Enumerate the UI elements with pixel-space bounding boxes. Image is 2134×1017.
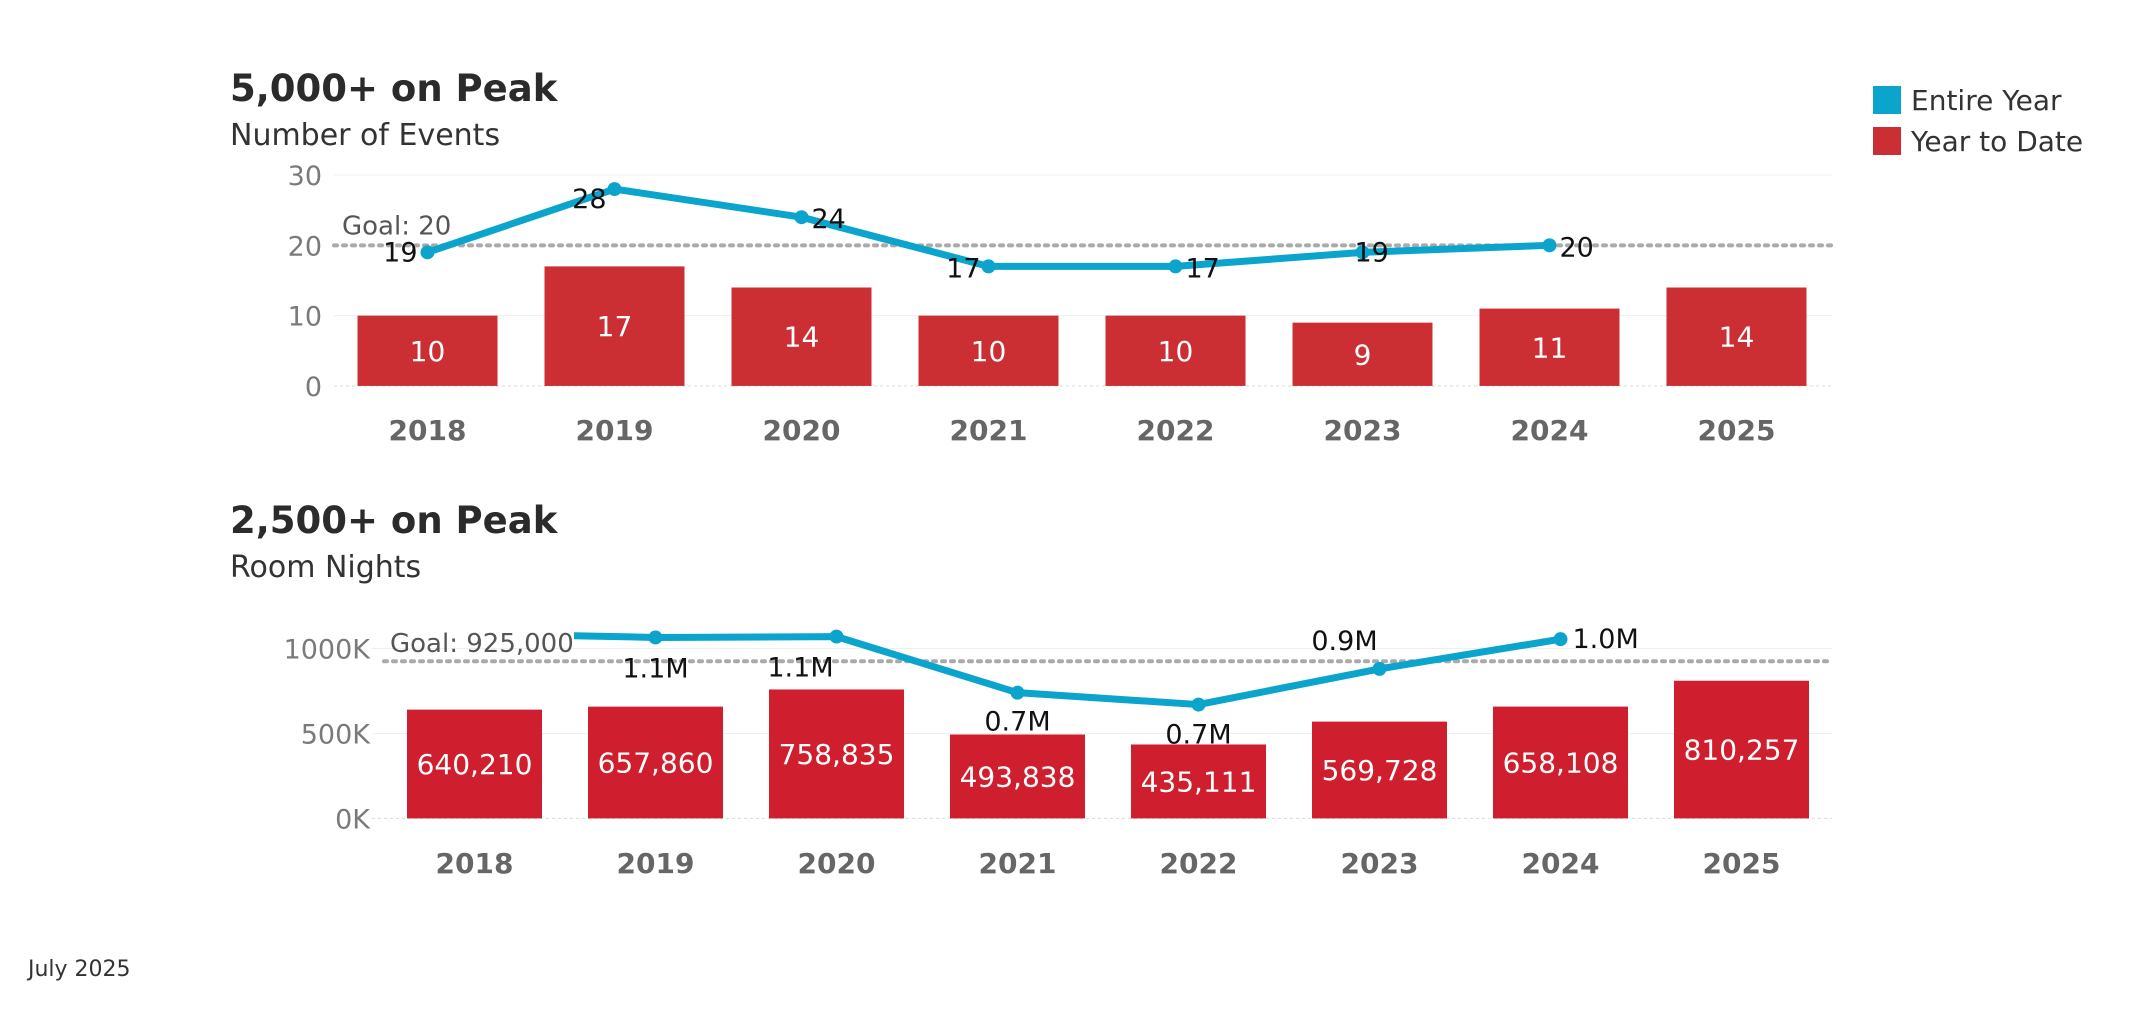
room-nights-x-tick-label-2023: 2023 [1341,847,1419,880]
room-nights-bar-label-2025: 810,257 [1684,734,1800,767]
room-nights-bar-label-2023: 569,728 [1322,754,1438,787]
events-bar-2018 [357,315,498,386]
events-y-tick-label: 30 [288,161,322,192]
room-nights-line-point-2022 [1191,697,1206,712]
legend-swatch-year-to-date [1873,127,1901,155]
events-x-tick-label-2024: 2024 [1511,414,1589,447]
events-bar-2023 [1292,322,1433,386]
events-chart: 5,000+ on Peak Number of Events 0 10 20 30 1… [230,67,1834,447]
events-bar-2022 [1105,315,1246,386]
events-line-label-2020: 24 [812,204,846,235]
events-bar-label-2019: 17 [597,310,633,343]
room-nights-x-tick-label-2024: 2024 [1522,847,1600,880]
events-bar-label-2018: 10 [410,335,446,368]
room-nights-chart-title: 2,500+ on Peak [230,499,559,542]
room-nights-x-tick-label-2021: 2021 [979,847,1057,880]
room-nights-bar-2019 [588,706,723,819]
room-nights-line-label-2020: 1.1M [767,653,833,684]
events-bar-2024 [1479,308,1620,386]
room-nights-goal-label: Goal: 925,000 [390,629,574,659]
room-nights-bar-label-2018: 640,210 [417,748,533,781]
events-line-label-2022: 17 [1186,253,1220,284]
room-nights-bar-label-2020: 758,835 [779,738,895,771]
events-bar-2020 [731,287,872,386]
room-nights-y-tick-label: 500K [301,719,372,750]
room-nights-line-point-2019 [648,630,663,645]
events-goal-label: Goal: 20 [342,211,451,241]
events-bar-label-2020: 14 [784,321,820,354]
events-bar-label-2021: 10 [971,335,1007,368]
legend-swatch-entire-year [1873,86,1901,114]
events-x-tick-label-2020: 2020 [763,414,841,447]
room-nights-line-label-2024: 1.0M [1573,624,1639,655]
room-nights-x-tick-label-2019: 2019 [617,847,695,880]
events-x-tick-label-2019: 2019 [576,414,654,447]
events-bar-2019 [544,266,685,386]
room-nights-line-point-2024 [1553,632,1568,647]
events-line-point-2022 [1168,259,1183,274]
room-nights-line-point-2023 [1372,661,1387,676]
legend-label-entire-year: Entire Year [1911,84,2062,117]
room-nights-bar-2025 [1674,680,1809,819]
room-nights-line-label-2022: 0.7M [1165,720,1231,751]
events-plot-area: 0102030102018172019142020102021102022920… [288,161,1834,447]
room-nights-entire-year-line [573,632,1562,709]
events-chart-subtitle: Number of Events [230,118,500,153]
room-nights-bar-label-2024: 658,108 [1503,746,1619,779]
events-line-point-2018 [420,245,435,260]
events-x-tick-label-2023: 2023 [1324,414,1402,447]
room-nights-bar-2023 [1312,721,1447,819]
events-x-tick-label-2021: 2021 [950,414,1028,447]
events-x-tick-label-2025: 2025 [1698,414,1776,447]
room-nights-x-tick-label-2018: 2018 [436,847,514,880]
events-x-tick-label-2022: 2022 [1137,414,1215,447]
events-bar-2025 [1666,287,1807,386]
events-line-label-2024: 20 [1560,232,1594,263]
room-nights-y-tick-label: 1000K [284,634,372,665]
room-nights-chart: 2,500+ on Peak Room Nights 0K 500K 1000K 64… [230,499,1834,880]
legend-label-year-to-date: Year to Date [1910,125,2083,158]
room-nights-y-tick-label: 0K [335,804,371,835]
room-nights-bar-label-2022: 435,111 [1141,765,1257,798]
events-line-point-2021 [981,259,996,274]
events-line-label-2018: 19 [383,237,417,268]
room-nights-x-tick-label-2022: 2022 [1160,847,1238,880]
events-bar-label-2025: 14 [1719,321,1755,354]
events-line-point-2023 [1355,245,1370,260]
events-x-tick-label-2018: 2018 [389,414,467,447]
room-nights-line-point-2020 [829,629,844,644]
room-nights-bar-2018 [407,709,542,819]
room-nights-line-point-2021 [1010,685,1025,700]
events-bar-label-2022: 10 [1158,335,1194,368]
events-line-label-2021: 17 [946,253,980,284]
events-y-tick-label: 10 [288,302,322,333]
events-bar-label-2024: 11 [1532,331,1568,364]
report-date: July 2025 [26,957,131,982]
room-nights-line-label-2021: 0.7M [984,707,1050,738]
room-nights-x-tick-label-2025: 2025 [1703,847,1781,880]
events-y-tick-label: 20 [288,231,322,262]
room-nights-line-label-2019: 1.1M [622,653,688,684]
room-nights-chart-subtitle: Room Nights [230,550,421,585]
events-y-tick-label: 0 [305,372,322,403]
room-nights-bar-label-2019: 657,860 [598,747,714,780]
room-nights-bar-label-2021: 493,838 [960,760,1076,793]
room-nights-bar-2020 [769,689,904,819]
events-bar-label-2023: 9 [1354,338,1372,371]
events-line-label-2023: 19 [1355,237,1389,268]
events-line-point-2020 [794,210,809,225]
room-nights-x-tick-label-2020: 2020 [798,847,876,880]
room-nights-bar-2024 [1493,706,1628,819]
events-line-point-2019 [607,182,622,197]
events-line-point-2024 [1542,238,1557,253]
room-nights-bar-2022 [1131,744,1266,819]
legend: Entire Year Year to Date [1873,84,2083,158]
room-nights-plot-area: 0K 500K 1000K 640,210 2018 657,860 2019 758,835… [284,624,1834,880]
room-nights-bar-2021 [950,734,1085,819]
events-chart-title: 5,000+ on Peak [230,67,559,110]
events-bar-2021 [918,315,1059,386]
events-line-label-2019: 28 [572,184,606,215]
room-nights-line-label-2023: 0.9M [1311,626,1377,657]
